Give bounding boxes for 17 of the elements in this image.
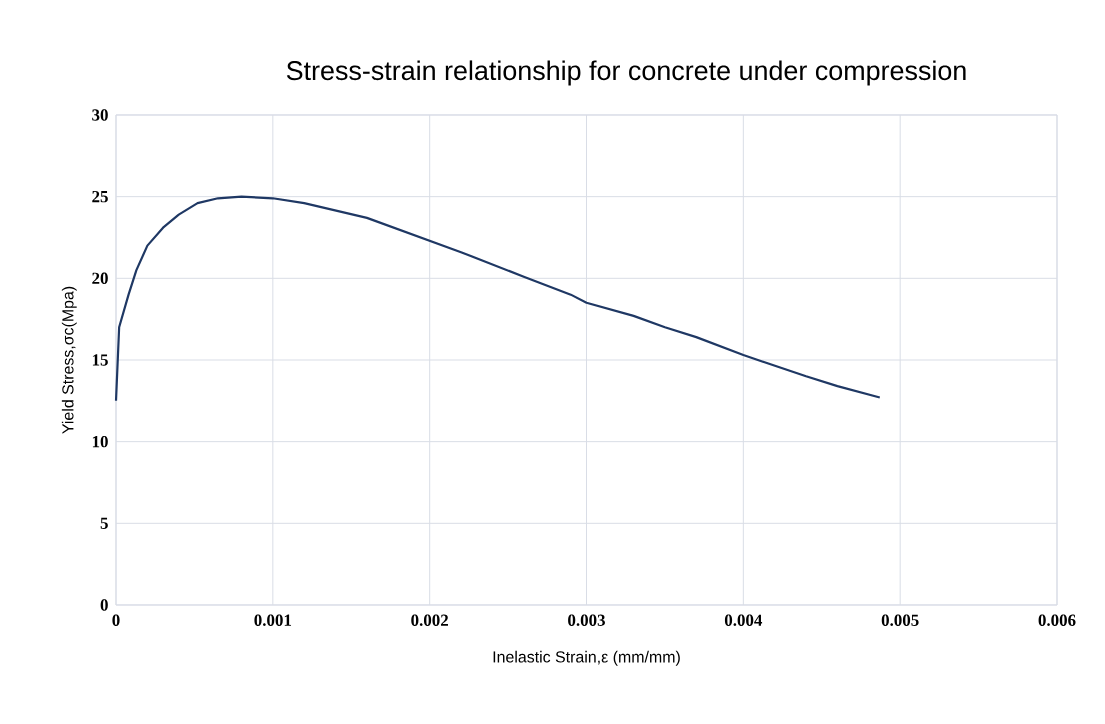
y-tick-label: 5 [100, 517, 108, 529]
y-tick-label: 20 [92, 272, 108, 285]
y-tick-label: 15 [92, 354, 108, 366]
x-tick-label: 0.005 [881, 614, 919, 626]
y-tick-label: 0 [100, 599, 108, 611]
y-tick-label: 25 [92, 190, 108, 203]
x-tick-label: 0.006 [1038, 614, 1076, 626]
x-tick-label: 0.001 [254, 614, 292, 626]
x-tick-label: 0.003 [568, 614, 605, 626]
x-tick-label: 0 [112, 614, 120, 626]
y-tick-label: 30 [92, 109, 108, 121]
x-axis-title: Inelastic Strain,ε (mm/mm) [493, 650, 680, 666]
y-tick-label: 10 [92, 435, 108, 448]
y-axis-title: Yield Stress,σc(Mpa) [61, 286, 77, 434]
x-tick-label: 0.004 [724, 614, 763, 626]
x-tick-label: 0.002 [411, 614, 448, 626]
chart-title: Stress-strain relationship for concrete under compression [286, 60, 966, 86]
